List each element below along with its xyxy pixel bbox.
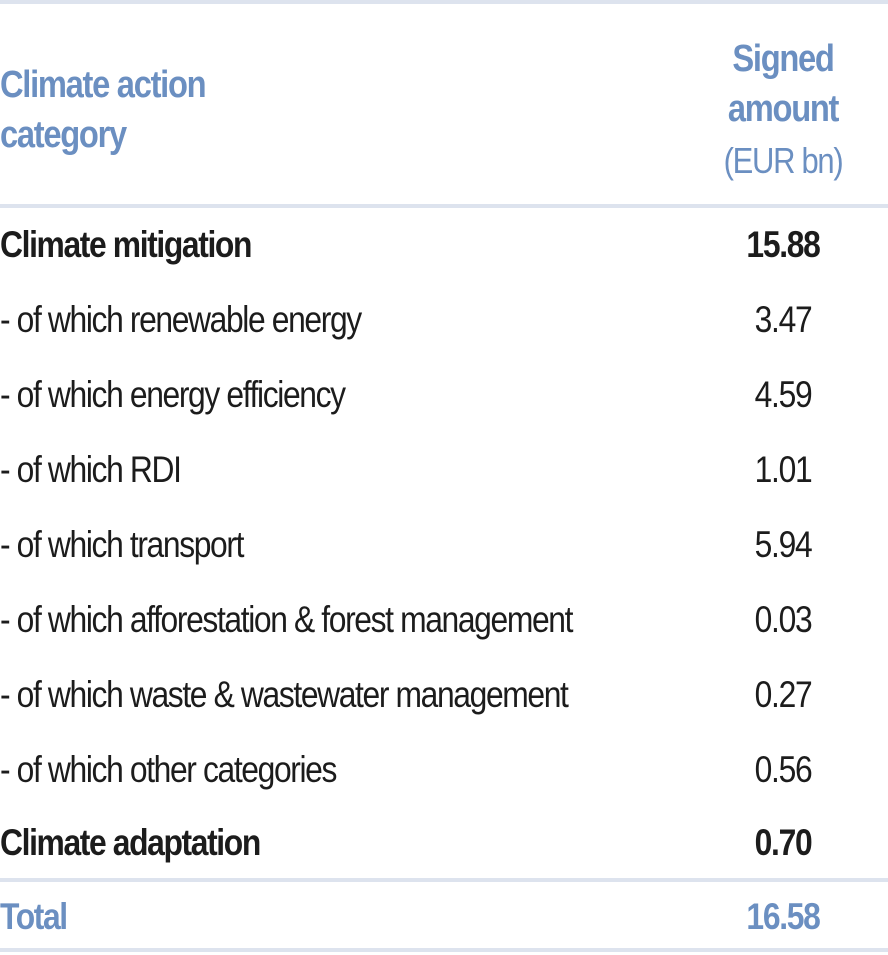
column-header-amount: Signed amount bbox=[703, 34, 863, 134]
row-label: Climate mitigation bbox=[0, 224, 252, 265]
column-header-category: Climate action category bbox=[0, 60, 344, 160]
table-row: - of which RDI 1.01 bbox=[0, 433, 888, 508]
header-rule bbox=[0, 204, 888, 208]
row-value: 0.56 bbox=[754, 749, 813, 790]
row-label: - of which afforestation & forest manage… bbox=[0, 599, 573, 640]
row-value: 4.59 bbox=[754, 374, 813, 415]
row-label: Climate adaptation bbox=[0, 822, 261, 863]
amount-header-line2: amount bbox=[727, 88, 840, 130]
table-header: Climate action category Signed amount (E… bbox=[0, 4, 888, 204]
row-value: 0.27 bbox=[754, 674, 813, 715]
total-value: 16.58 bbox=[746, 896, 820, 937]
category-header-line2: category bbox=[0, 114, 127, 156]
row-value: 0.70 bbox=[754, 822, 813, 863]
table-row: Climate adaptation 0.70 bbox=[0, 806, 888, 881]
amount-unit: (EUR bn) bbox=[723, 140, 844, 181]
row-value: 0.03 bbox=[754, 599, 813, 640]
row-label: - of which energy efficiency bbox=[0, 374, 346, 415]
row-value: 3.47 bbox=[754, 299, 813, 340]
row-value: 1.01 bbox=[754, 449, 813, 490]
amount-header-line1: Signed bbox=[732, 38, 835, 80]
table-row: - of which other categories 0.56 bbox=[0, 733, 888, 808]
table-row: - of which energy efficiency 4.59 bbox=[0, 358, 888, 433]
total-row: Total 16.58 bbox=[0, 880, 888, 955]
table-row: - of which waste & wastewater management… bbox=[0, 658, 888, 733]
row-value: 5.94 bbox=[754, 524, 813, 565]
total-label: Total bbox=[0, 896, 68, 937]
row-label: - of which RDI bbox=[0, 449, 182, 490]
row-label: - of which renewable energy bbox=[0, 299, 362, 340]
row-value: 15.88 bbox=[746, 224, 820, 265]
table-row: - of which renewable energy 3.47 bbox=[0, 283, 888, 358]
row-label: - of which other categories bbox=[0, 749, 337, 790]
total-rule bbox=[0, 878, 888, 882]
row-label: - of which transport bbox=[0, 524, 244, 565]
table-top-rule bbox=[0, 0, 888, 4]
table-row: - of which afforestation & forest manage… bbox=[0, 583, 888, 658]
category-header-line1: Climate action bbox=[0, 64, 207, 106]
table-bottom-rule bbox=[0, 948, 888, 952]
table-row: - of which transport 5.94 bbox=[0, 508, 888, 583]
table-row: Climate mitigation 15.88 bbox=[0, 208, 888, 283]
row-label: - of which waste & wastewater management bbox=[0, 674, 569, 715]
